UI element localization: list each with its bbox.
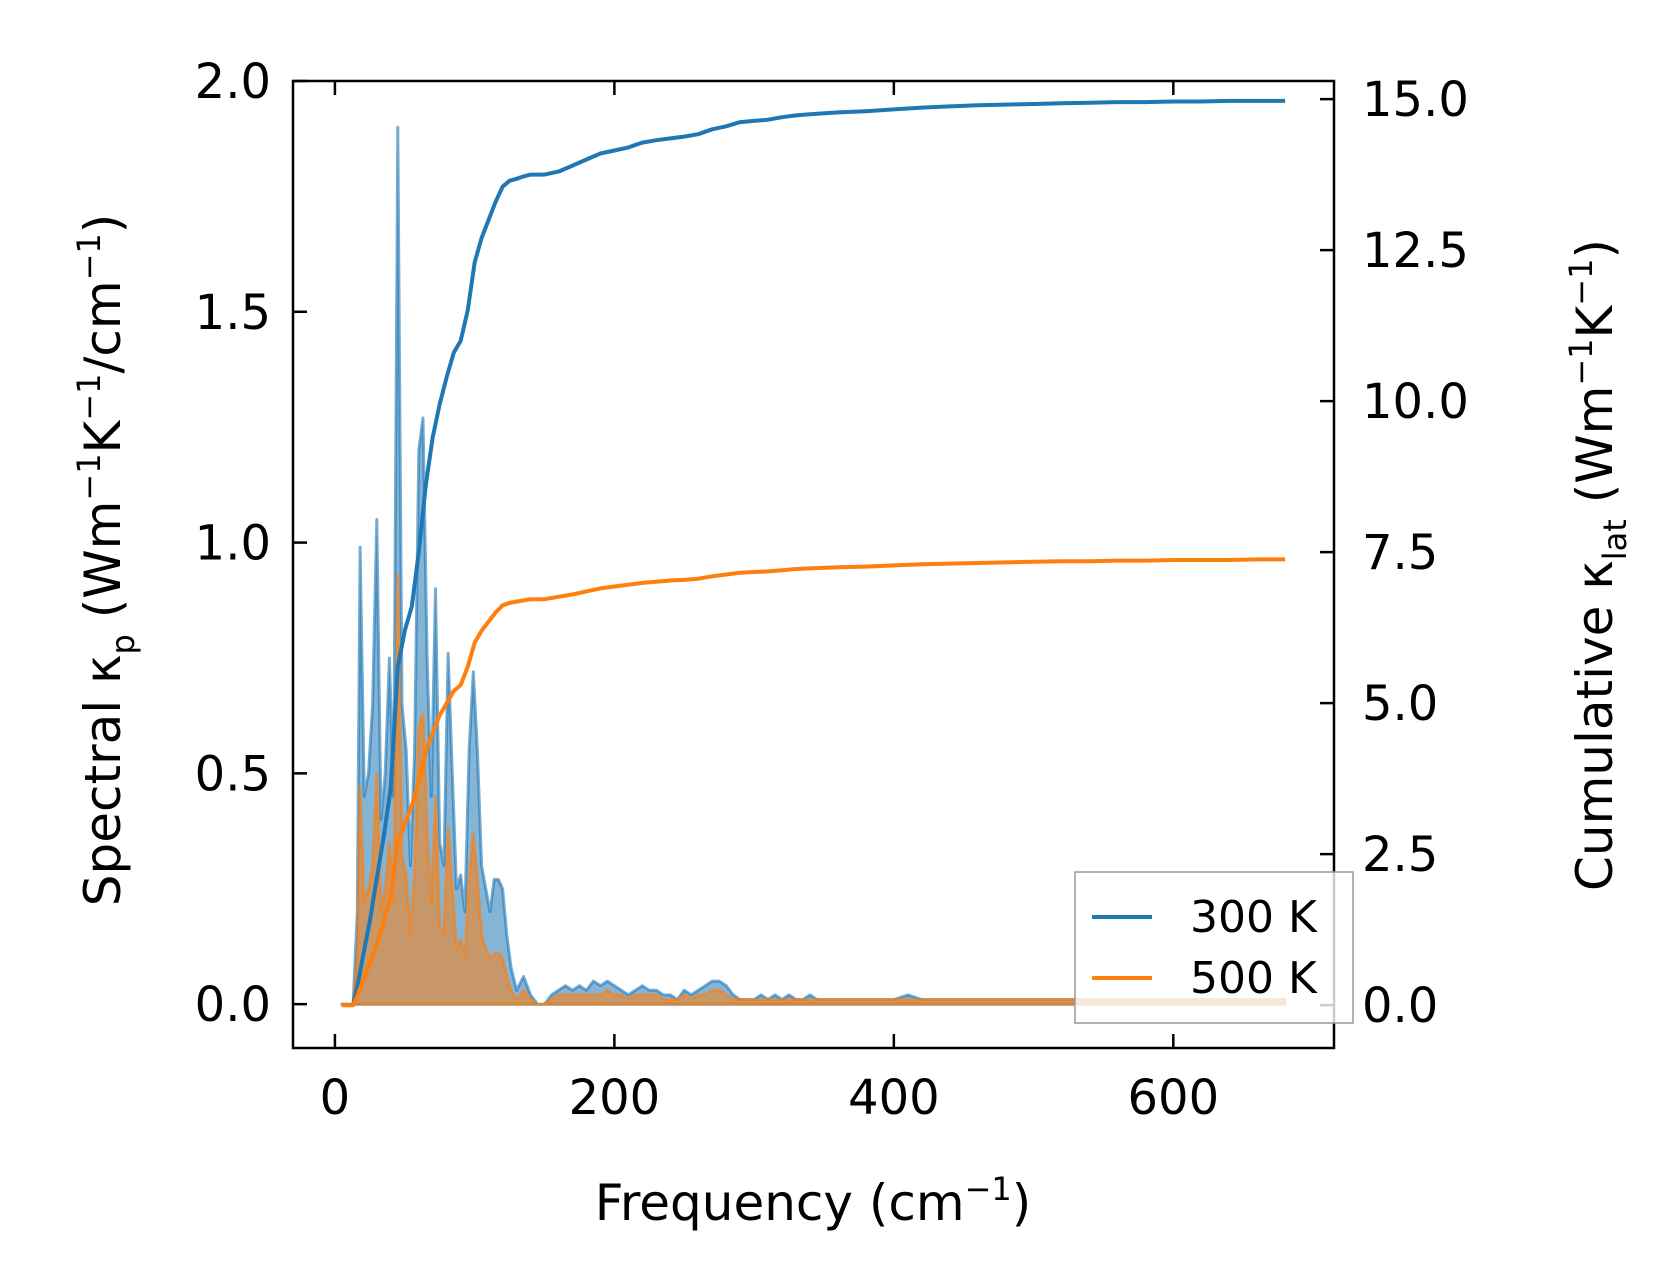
cumulative-line-layer — [341, 98, 1286, 1008]
y-right-tick-label: 5.0 — [1362, 676, 1438, 732]
y-right-tick-label: 2.5 — [1362, 827, 1438, 883]
y-left-tick-label: 1.5 — [195, 285, 271, 341]
y-left-axis-ticks: 0.0 0.5 1.0 1.5 2.0 — [195, 54, 307, 1033]
y-left-tick-label: 0.0 — [195, 977, 271, 1033]
x-tick-label: 200 — [569, 1070, 661, 1126]
cumulative-line-500k — [341, 557, 1286, 1008]
x-tick-label: 0 — [320, 1070, 351, 1126]
y-left-axis-label: Spectral κp (Wm−1K−1/cm−1) — [70, 214, 142, 907]
y-left-tick-label: 2.0 — [195, 54, 271, 110]
spectral-fill-layer — [340, 125, 1287, 1006]
legend-label-300k: 300 K — [1190, 892, 1318, 943]
legend-label-500k: 500 K — [1190, 953, 1318, 1004]
plot-area-frame — [291, 79, 1336, 1050]
y-right-axis-ticks: 0.0 2.5 5.0 7.5 10.0 12.5 15.0 — [1320, 72, 1469, 1034]
y-right-tick-label: 15.0 — [1362, 72, 1469, 128]
cumulative-line-300k — [341, 98, 1286, 1008]
y-right-tick-label: 0.0 — [1362, 978, 1438, 1034]
x-axis-ticks: 0 200 400 600 — [320, 81, 1219, 1126]
spectral-area-500k — [340, 573, 1287, 1006]
y-right-tick-label: 7.5 — [1362, 525, 1438, 581]
y-right-axis-label: Cumulative κlat (Wm−1K−1) — [1562, 239, 1634, 891]
x-axis-label: Frequency (cm−1) — [595, 1170, 1032, 1232]
x-tick-label: 400 — [848, 1070, 940, 1126]
x-tick-label: 600 — [1127, 1070, 1219, 1126]
y-left-tick-label: 0.5 — [195, 746, 271, 802]
legend-box — [1074, 871, 1354, 1024]
y-right-tick-label: 10.0 — [1362, 374, 1469, 430]
y-left-tick-label: 1.0 — [195, 516, 271, 572]
y-right-tick-label: 12.5 — [1362, 223, 1469, 279]
legend: 300 K 500 K — [1074, 871, 1354, 1024]
